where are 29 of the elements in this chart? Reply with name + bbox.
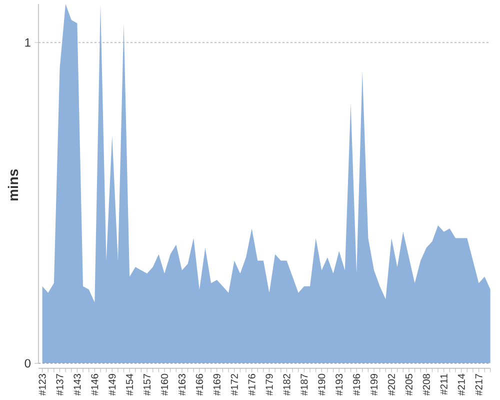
x-tick-label: #149 bbox=[108, 374, 116, 396]
x-tick-label: #211 bbox=[440, 374, 448, 395]
x-tick-label: #169 bbox=[213, 374, 220, 396]
x-tick-label: #163 bbox=[178, 374, 186, 396]
x-tick-label: #176 bbox=[248, 374, 256, 396]
x-tick-label: #166 bbox=[196, 374, 203, 396]
x-tick-label: #157 bbox=[144, 374, 151, 396]
x-tick-label: #190 bbox=[318, 374, 326, 396]
y-axis-title: mins bbox=[8, 169, 18, 200]
x-tick-label: #217 bbox=[475, 374, 482, 396]
x-tick-label: #172 bbox=[230, 374, 238, 396]
y-tick-label: 0 bbox=[24, 359, 31, 368]
x-tick-label: #137 bbox=[56, 374, 64, 396]
x-tick-label: #143 bbox=[74, 374, 81, 396]
y-tick-label: 1 bbox=[25, 38, 30, 47]
x-tick-label: #182 bbox=[283, 374, 290, 396]
x-tick-label: #179 bbox=[266, 374, 273, 396]
x-tick-label: #160 bbox=[160, 374, 168, 396]
x-tick-label: #199 bbox=[370, 374, 378, 396]
x-tick-label: #202 bbox=[388, 374, 395, 396]
x-tick-label: #146 bbox=[91, 374, 98, 396]
x-tick-label: #187 bbox=[300, 374, 308, 396]
x-tick-label: #196 bbox=[353, 374, 360, 396]
x-tick-label: #123 bbox=[38, 374, 46, 396]
x-tick-label: #154 bbox=[126, 374, 134, 396]
x-tick-label: #208 bbox=[422, 374, 430, 396]
x-tick-label: #193 bbox=[336, 374, 343, 396]
x-tick-label: #214 bbox=[458, 374, 465, 396]
x-tick-label: #205 bbox=[405, 374, 412, 396]
